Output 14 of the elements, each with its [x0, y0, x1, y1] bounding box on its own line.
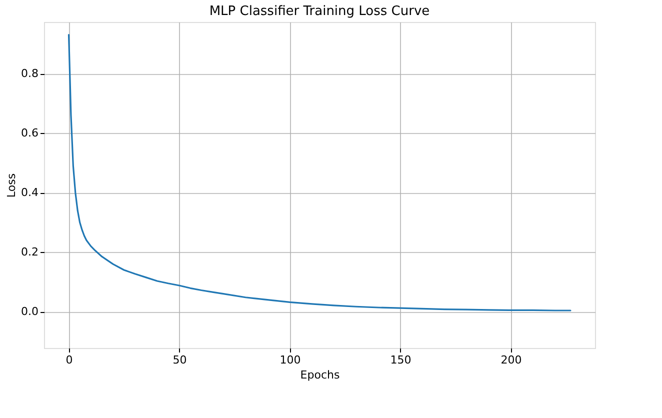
- x-tick-label: 100: [280, 354, 301, 366]
- chart-title: MLP Classifier Training Loss Curve: [209, 4, 430, 19]
- x-tick-label: 50: [172, 354, 187, 366]
- x-tick-label: 0: [66, 354, 73, 366]
- x-tick-label: 200: [500, 354, 522, 366]
- y-tick-label: 0.6: [21, 126, 38, 140]
- y-tick-label: 0.2: [21, 246, 38, 259]
- x-tick-label: 150: [390, 354, 412, 366]
- y-axis-title: Loss: [5, 173, 18, 198]
- y-tick-label: 0.8: [21, 67, 38, 80]
- x-axis-title: Epochs: [300, 368, 340, 382]
- line-series: [68, 34, 572, 312]
- y-tick-label: 0.0: [21, 305, 38, 318]
- y-tick-label: 0.4: [21, 186, 38, 200]
